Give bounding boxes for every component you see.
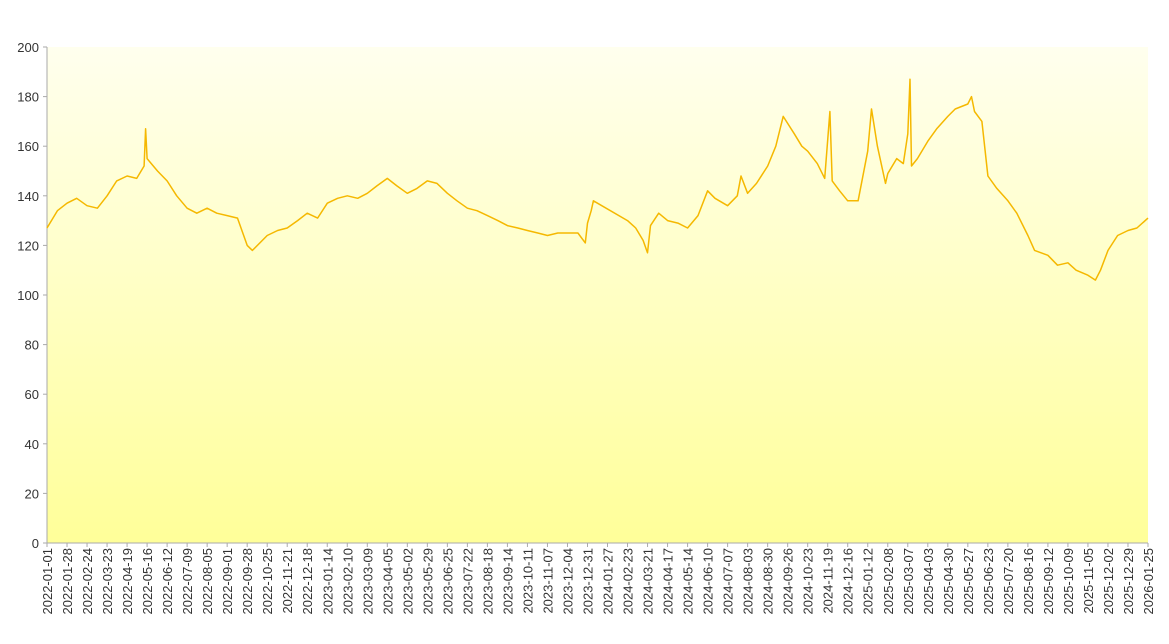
x-tick-label: 2024-12-16 — [841, 548, 856, 615]
x-tick-label: 2022-04-19 — [120, 548, 135, 615]
x-tick-label: 2022-12-18 — [300, 548, 315, 615]
y-tick-label: 100 — [17, 288, 39, 303]
x-tick-label: 2022-03-23 — [100, 548, 115, 615]
x-tick-label: 2022-08-05 — [200, 548, 215, 615]
x-tick-label: 2023-06-25 — [440, 548, 455, 615]
x-tick-label: 2024-10-23 — [801, 548, 816, 615]
x-tick-label: 2025-12-02 — [1101, 548, 1116, 615]
x-tick-label: 2025-11-05 — [1081, 548, 1096, 614]
x-tick-label: 2022-09-01 — [220, 548, 235, 615]
x-tick-label: 2022-02-24 — [80, 548, 95, 615]
y-tick-label: 20 — [25, 486, 39, 501]
x-tick-label: 2023-12-04 — [560, 548, 575, 615]
x-tick-label: 2023-11-07 — [540, 548, 555, 614]
y-tick-label: 120 — [17, 238, 39, 253]
x-tick-label: 2022-05-16 — [140, 548, 155, 615]
x-tick-label: 2025-01-12 — [861, 548, 876, 615]
y-tick-label: 40 — [25, 437, 39, 452]
x-tick-label: 2022-07-09 — [180, 548, 195, 615]
x-tick-label: 2025-06-23 — [981, 548, 996, 615]
x-tick-label: 2025-10-09 — [1061, 548, 1076, 615]
x-tick-label: 2023-12-31 — [580, 548, 595, 615]
x-tick-label: 2022-06-12 — [160, 548, 175, 615]
x-tick-label: 2022-09-28 — [240, 548, 255, 615]
x-tick-label: 2025-04-03 — [921, 548, 936, 615]
x-tick-label: 2026-01-25 — [1141, 548, 1156, 615]
x-tick-label: 2025-05-27 — [961, 548, 976, 615]
x-tick-label: 2024-05-14 — [681, 548, 696, 615]
y-tick-label: 0 — [32, 536, 39, 551]
x-tick-label: 2024-08-30 — [761, 548, 776, 615]
x-tick-label: 2023-01-14 — [320, 548, 335, 615]
x-tick-label: 2024-01-27 — [601, 548, 616, 615]
x-tick-label: 2025-09-12 — [1041, 548, 1056, 615]
x-tick-label: 2025-07-20 — [1001, 548, 1016, 615]
x-tick-label: 2024-11-19 — [821, 548, 836, 614]
x-tick-label: 2025-02-08 — [881, 548, 896, 615]
y-tick-label: 200 — [17, 40, 39, 55]
y-tick-label: 160 — [17, 139, 39, 154]
x-tick-label: 2024-04-17 — [661, 548, 676, 615]
x-tick-label: 2023-05-02 — [400, 548, 415, 615]
y-tick-label: 80 — [25, 338, 39, 353]
x-tick-label: 2023-08-18 — [480, 548, 495, 615]
x-tick-label: 2022-11-21 — [280, 548, 295, 614]
x-tick-label: 2023-02-10 — [340, 548, 355, 615]
x-tick-label: 2024-09-26 — [781, 548, 796, 615]
x-tick-label: 2025-12-29 — [1121, 548, 1136, 615]
x-tick-label: 2022-01-28 — [60, 548, 75, 615]
x-tick-label: 2024-06-10 — [701, 548, 716, 615]
x-tick-label: 2023-05-29 — [420, 548, 435, 615]
x-tick-label: 2024-07-07 — [721, 548, 736, 615]
x-tick-label: 2023-09-14 — [500, 548, 515, 615]
x-tick-label: 2025-08-16 — [1021, 548, 1036, 615]
x-tick-label: 2022-10-25 — [260, 548, 275, 615]
x-tick-label: 2024-02-23 — [621, 548, 636, 615]
series-line — [46, 78, 1149, 281]
x-tick-label: 2023-07-22 — [460, 548, 475, 615]
y-tick-label: 180 — [17, 90, 39, 105]
x-tick-label: 2022-01-01 — [40, 548, 55, 615]
plot-area — [47, 47, 1148, 543]
y-tick-label: 140 — [17, 189, 39, 204]
x-tick-label: 2024-08-03 — [741, 548, 756, 615]
y-tick-label: 60 — [25, 387, 39, 402]
x-tick-label: 2023-04-05 — [380, 548, 395, 615]
x-tick-label: 2025-03-07 — [901, 548, 916, 615]
x-tick-label: 2024-03-21 — [641, 548, 656, 615]
x-tick-label: 2023-10-11 — [520, 548, 535, 614]
x-tick-label: 2025-04-30 — [941, 548, 956, 615]
x-tick-label: 2023-03-09 — [360, 548, 375, 615]
